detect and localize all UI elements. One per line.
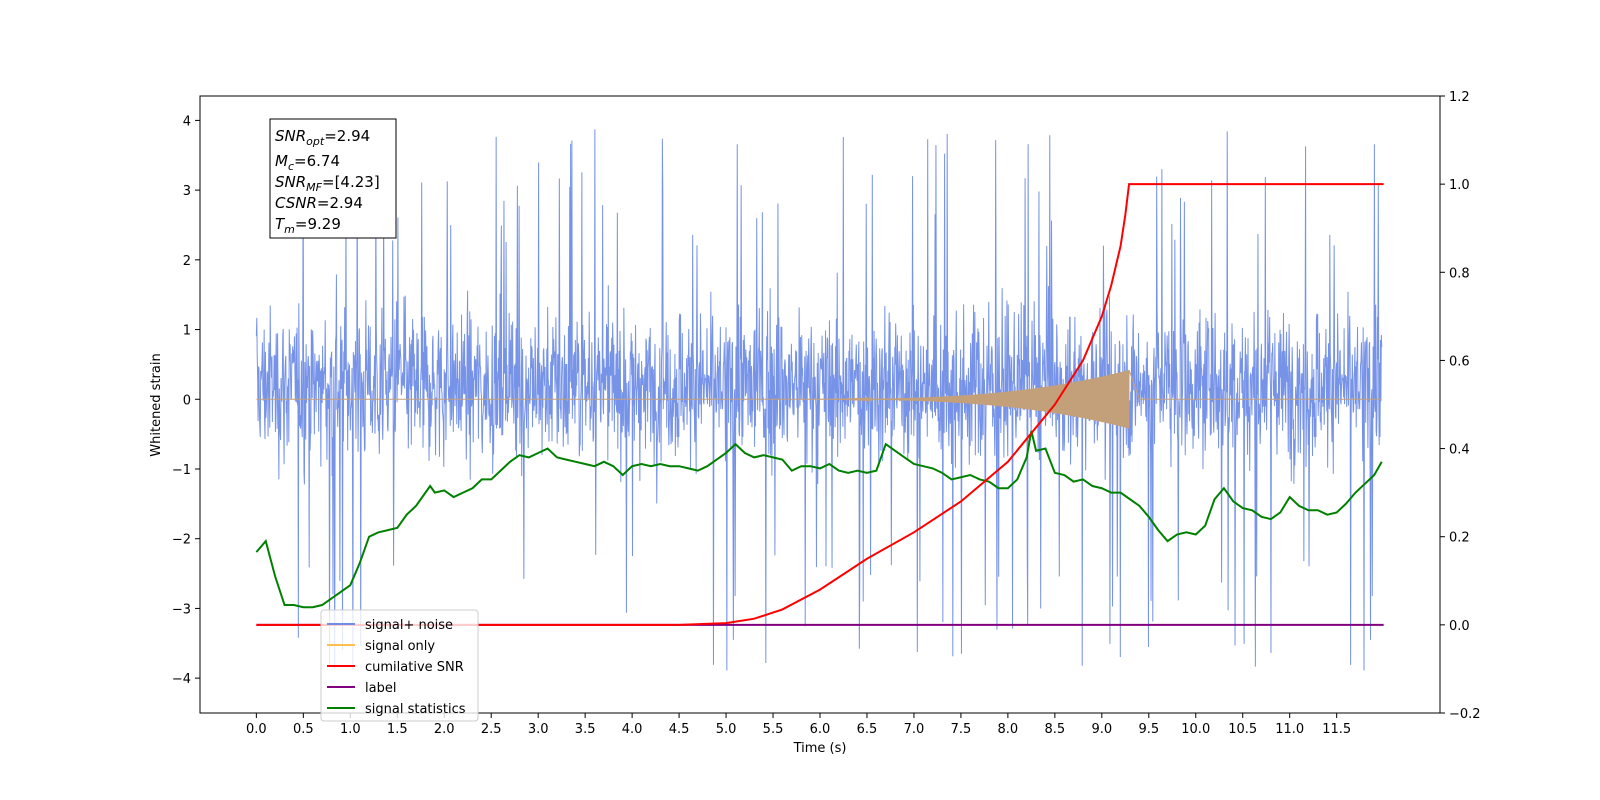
- x-tick-label: 0.5: [293, 722, 314, 737]
- info-snr-mf: SNRMF=[4.23]: [275, 173, 380, 194]
- x-tick-label: 7.0: [904, 722, 925, 737]
- y-right-tick-label: 0.0: [1449, 619, 1470, 634]
- x-tick-label: 8.0: [998, 722, 1019, 737]
- x-tick-label: 6.5: [857, 722, 878, 737]
- y-left-tick-label: −1: [172, 463, 191, 478]
- x-tick-label: 3.5: [575, 722, 596, 737]
- y-left-tick-label: 2: [183, 254, 191, 269]
- x-tick-label: 1.5: [387, 722, 408, 737]
- x-tick-label: 1.0: [340, 722, 361, 737]
- y-axis-left: 4 3 2 1 0 −1 −2 −3 −4: [172, 114, 200, 687]
- legend: signal+ noise signal only cumilative SNR…: [320, 609, 479, 722]
- y-right-tick-label: −0.2: [1449, 707, 1481, 722]
- info-tm: Tm=9.29: [275, 215, 341, 236]
- x-tick-label: 9.0: [1091, 722, 1112, 737]
- x-tick-label: 10.0: [1181, 722, 1210, 737]
- y-axis-label-left: Whitened strain: [149, 353, 164, 456]
- x-tick-label: 8.5: [1045, 722, 1066, 737]
- x-axis: 0.0 0.5 1.0 1.5 2.0 2.5 3.0 3.5 4.0 4.5 5.0 5.5 6.0 6…: [246, 713, 1351, 737]
- info-box-frame: [269, 118, 397, 239]
- legend-label-signal-statistics: signal statistics: [365, 702, 466, 717]
- info-snr-opt: SNRopt=2.94: [275, 127, 370, 148]
- info-mc: Mc=6.74: [275, 152, 340, 173]
- series-cumulative-snr: [256, 183, 1384, 626]
- y-left-tick-label: 0: [183, 393, 191, 408]
- x-tick-label: 0.0: [246, 722, 267, 737]
- y-right-tick-label: 0.6: [1449, 354, 1470, 369]
- y-right-tick-label: 1.2: [1449, 90, 1470, 105]
- x-tick-label: 6.0: [810, 722, 831, 737]
- y-left-tick-label: 1: [183, 324, 191, 339]
- x-tick-label: 2.0: [434, 722, 455, 737]
- x-tick-label: 4.5: [669, 722, 690, 737]
- x-tick-label: 5.5: [763, 722, 784, 737]
- x-tick-label: 11.5: [1322, 722, 1351, 737]
- legend-label-signal-noise: signal+ noise: [365, 618, 453, 633]
- x-tick-label: 11.0: [1275, 722, 1304, 737]
- y-axis-right: 1.2 1.0 0.8 0.6 0.4 0.2 0.0 −0.2: [1440, 90, 1481, 722]
- x-tick-label: 9.5: [1138, 722, 1159, 737]
- y-left-tick-label: −2: [172, 533, 191, 548]
- y-left-tick-label: −3: [172, 602, 191, 617]
- series-signal-statistics: [255, 430, 1383, 609]
- x-tick-label: 3.0: [528, 722, 549, 737]
- y-left-tick-label: −4: [172, 672, 191, 687]
- x-tick-label: 7.5: [951, 722, 972, 737]
- y-right-tick-label: 1.0: [1449, 178, 1470, 193]
- x-tick-label: 2.5: [481, 722, 502, 737]
- x-tick-label: 5.0: [716, 722, 737, 737]
- y-left-tick-label: 4: [183, 114, 191, 129]
- x-tick-label: 10.5: [1228, 722, 1257, 737]
- x-tick-label: 4.0: [622, 722, 643, 737]
- legend-label-signal-only: signal only: [365, 639, 435, 654]
- legend-label-cumulative-snr: cumilative SNR: [365, 660, 464, 675]
- series-signal-only: [256, 369, 1382, 429]
- y-right-tick-label: 0.2: [1449, 531, 1470, 546]
- legend-frame: [320, 609, 479, 722]
- info-csnr: CSNR=2.94: [275, 194, 363, 212]
- x-axis-label: Time (s): [793, 741, 847, 756]
- series-signal-noise: [255, 129, 1383, 671]
- y-left-tick-label: 3: [183, 184, 191, 199]
- y-right-tick-label: 0.8: [1449, 266, 1470, 281]
- legend-label-label: label: [365, 681, 396, 696]
- y-right-tick-label: 0.4: [1449, 443, 1470, 458]
- info-box: SNRopt=2.94 Mc=6.74 SNRMF=[4.23] CSNR=2.…: [269, 118, 397, 239]
